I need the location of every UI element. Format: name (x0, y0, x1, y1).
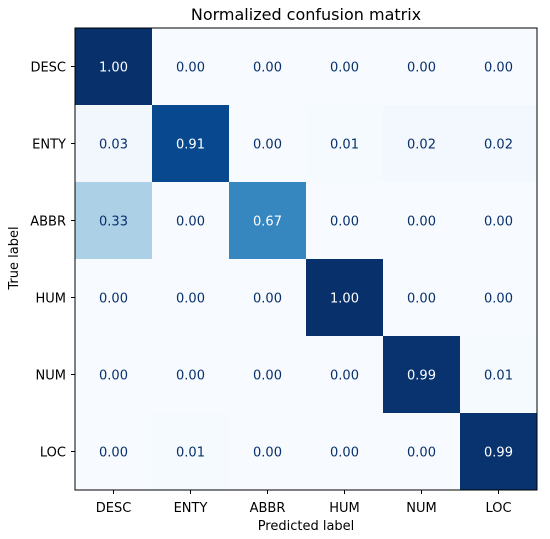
cell-value-label: 0.00 (484, 61, 513, 76)
heatmap-cell-enty-desc (75, 105, 152, 182)
x-tick-label: ABBR (250, 501, 286, 516)
cell-value-label: 0.02 (484, 138, 513, 153)
heatmap-cell-enty-num (383, 105, 460, 182)
heatmap-cell-hum-hum (306, 259, 383, 336)
cell-value-label: 0.00 (330, 369, 359, 384)
cell-value-label: 0.00 (253, 446, 282, 461)
heatmap-cell-desc-enty (152, 28, 229, 105)
cell-value-label: 0.00 (253, 61, 282, 76)
x-tick-label: DESC (96, 501, 132, 516)
y-tick-label: HUM (35, 292, 66, 307)
chart-title: Normalized confusion matrix (191, 5, 421, 24)
cell-value-label: 1.00 (330, 292, 359, 307)
heatmap-cell-abbr-enty (152, 182, 229, 259)
cell-value-label: 0.99 (484, 446, 513, 461)
heatmap-cell-hum-loc (460, 259, 537, 336)
y-tick-label: ABBR (30, 215, 66, 230)
heatmap-cell-hum-desc (75, 259, 152, 336)
heatmap-cell-num-loc (460, 336, 537, 413)
heatmap-cell-loc-enty (152, 413, 229, 490)
cell-value-label: 0.00 (176, 292, 205, 307)
heatmap-cell-num-enty (152, 336, 229, 413)
cell-value-label: 0.01 (484, 369, 513, 384)
cell-value-label: 0.00 (407, 61, 436, 76)
cell-value-label: 0.00 (176, 369, 205, 384)
cell-value-label: 0.00 (407, 446, 436, 461)
cell-value-label: 0.00 (99, 369, 128, 384)
heatmap-cell-enty-loc (460, 105, 537, 182)
heatmap-cell-num-desc (75, 336, 152, 413)
heatmap-cell-abbr-num (383, 182, 460, 259)
heatmap-cell-desc-hum (306, 28, 383, 105)
heatmap-cell-labels: 1.00 0.00 0.00 0.00 0.00 0.00 0.03 0.91 0.00 0.01… (99, 61, 513, 461)
y-tick-label: NUM (36, 369, 66, 384)
cell-value-label: 0.99 (407, 369, 436, 384)
heatmap-cell-abbr-loc (460, 182, 537, 259)
heatmap-cell-enty-abbr (229, 105, 306, 182)
heatmap-cell-loc-loc (460, 413, 537, 490)
heatmap-cell-hum-enty (152, 259, 229, 336)
heatmap-cell-num-hum (306, 336, 383, 413)
heatmap-cell-num-num (383, 336, 460, 413)
x-tick-label: ENTY (174, 501, 208, 516)
y-tick-label: LOC (40, 446, 66, 461)
plot-frame (74, 27, 538, 491)
heatmap-cell-loc-desc (75, 413, 152, 490)
y-tick-label: ENTY (32, 138, 66, 153)
heatmap-cell-num-abbr (229, 336, 306, 413)
cell-value-label: 0.00 (407, 292, 436, 307)
heatmap-cell-desc-desc (75, 28, 152, 105)
heatmap-cell-hum-num (383, 259, 460, 336)
x-axis-ticks: DESC ENTY ABBR HUM NUM LOC (96, 490, 512, 516)
cell-value-label: 0.00 (253, 369, 282, 384)
heatmap-cell-abbr-desc (75, 182, 152, 259)
heatmap-cell-loc-num (383, 413, 460, 490)
heatmap-cell-desc-num (383, 28, 460, 105)
heatmap-cell-desc-abbr (229, 28, 306, 105)
heatmap-cell-loc-hum (306, 413, 383, 490)
cell-value-label: 0.00 (330, 446, 359, 461)
cell-value-label: 0.00 (330, 215, 359, 230)
cell-value-label: 0.00 (253, 292, 282, 307)
heatmap-cell-abbr-hum (306, 182, 383, 259)
x-tick-label: NUM (406, 501, 436, 516)
x-axis-label: Predicted label (258, 519, 355, 534)
cell-value-label: 0.00 (484, 292, 513, 307)
cell-value-label: 0.91 (176, 138, 205, 153)
cell-value-label: 0.01 (330, 138, 359, 153)
heatmap-cell-enty-enty (152, 105, 229, 182)
cell-value-label: 0.00 (484, 215, 513, 230)
cell-value-label: 0.00 (176, 61, 205, 76)
heatmap-cell-enty-hum (306, 105, 383, 182)
cell-value-label: 0.01 (176, 446, 205, 461)
heatmap-cell-hum-abbr (229, 259, 306, 336)
y-axis-ticks: DESC ENTY ABBR HUM NUM LOC (30, 61, 75, 461)
cell-value-label: 0.00 (176, 215, 205, 230)
y-axis-label: True label (7, 226, 22, 290)
cell-value-label: 0.00 (99, 446, 128, 461)
heatmap-cell-abbr-abbr (229, 182, 306, 259)
x-tick-label: LOC (485, 501, 511, 516)
cell-value-label: 0.00 (99, 292, 128, 307)
cell-value-label: 0.00 (253, 138, 282, 153)
cell-value-label: 0.03 (99, 138, 128, 153)
cell-value-label: 0.02 (407, 138, 436, 153)
heatmap-cells (75, 28, 537, 490)
cell-value-label: 1.00 (99, 61, 128, 76)
cell-value-label: 0.00 (407, 215, 436, 230)
y-tick-label: DESC (30, 61, 66, 76)
x-tick-label: HUM (329, 501, 360, 516)
cell-value-label: 0.67 (253, 215, 282, 230)
cell-value-label: 0.33 (99, 215, 128, 230)
heatmap-cell-loc-abbr (229, 413, 306, 490)
cell-value-label: 0.00 (330, 61, 359, 76)
heatmap-cell-desc-loc (460, 28, 537, 105)
